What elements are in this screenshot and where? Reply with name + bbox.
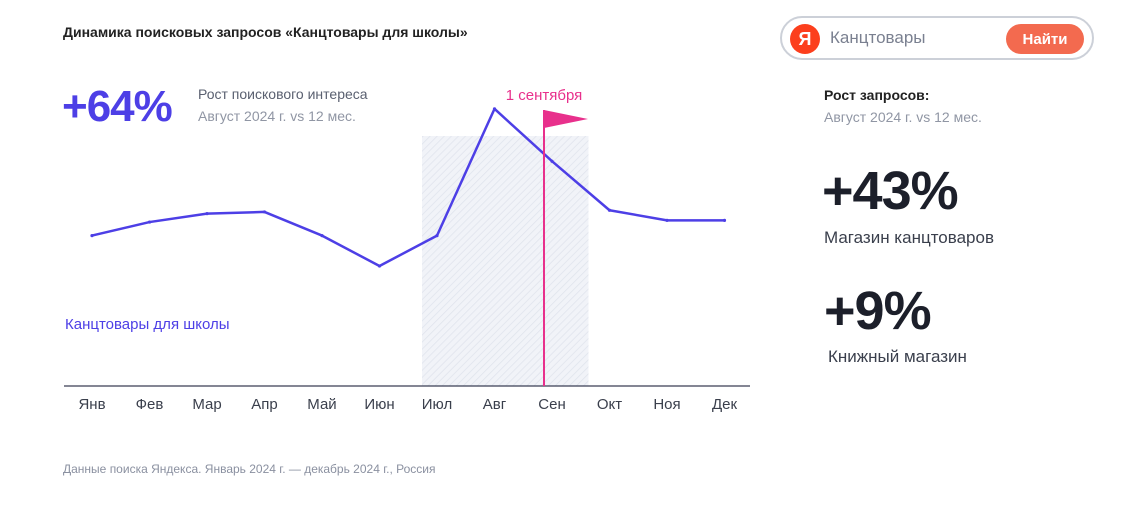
data-point-11 — [665, 218, 669, 222]
x-tick-label: Мар — [192, 396, 221, 413]
growth-period: Август 2024 г. vs 12 мес. — [198, 108, 356, 124]
x-tick-label: Фев — [136, 396, 164, 413]
stat-label-stationery-store: Магазин канцтоваров — [824, 228, 994, 247]
yandex-logo-icon: Я — [790, 24, 820, 54]
x-tick-label: Дек — [712, 396, 738, 413]
data-source-note: Данные поиска Яндекса. Январь 2024 г. — … — [63, 462, 436, 476]
stat-value-stationery-store: +43% — [822, 161, 959, 221]
data-point-7 — [435, 233, 439, 238]
x-tick-label: Сен — [538, 396, 565, 413]
chart-title: Динамика поисковых запросов «Канцтовары … — [63, 24, 468, 40]
series-line — [90, 107, 726, 268]
x-tick-label: Окт — [597, 396, 622, 413]
flag-icon — [544, 110, 588, 128]
stat-label-bookstore: Книжный магазин — [828, 347, 967, 366]
data-point-9 — [550, 159, 554, 163]
data-point-3 — [205, 212, 209, 216]
growth-percent: +64% — [62, 82, 173, 131]
search-button[interactable]: Найти — [1006, 24, 1084, 54]
x-tick-label: Авг — [483, 396, 507, 413]
x-tick-label: Июн — [364, 396, 394, 413]
data-point-12 — [722, 218, 727, 222]
growth-label: Рост поискового интереса — [198, 86, 368, 102]
x-tick-label: Май — [307, 396, 336, 413]
marker-label: 1 сентября — [506, 87, 583, 104]
data-point-1 — [90, 233, 94, 238]
search-input[interactable] — [830, 24, 990, 52]
x-tick-label: Апр — [251, 396, 277, 413]
search-box: Я Найти — [780, 16, 1094, 60]
right-heading: Рост запросов: — [824, 87, 930, 103]
stat-value-bookstore: +9% — [824, 281, 932, 341]
data-point-2 — [147, 220, 152, 224]
data-point-6 — [377, 264, 382, 268]
x-tick-label: Янв — [78, 396, 105, 413]
series-label: Канцтовары для школы — [65, 316, 230, 333]
x-tick-label: Июл — [422, 396, 452, 413]
data-point-5 — [320, 233, 324, 238]
highlight-period-band — [422, 136, 589, 386]
x-tick-label: Ноя — [653, 396, 680, 413]
data-point-10 — [607, 208, 612, 212]
data-point-8 — [492, 107, 497, 111]
right-period: Август 2024 г. vs 12 мес. — [824, 109, 982, 125]
data-point-4 — [262, 210, 267, 214]
